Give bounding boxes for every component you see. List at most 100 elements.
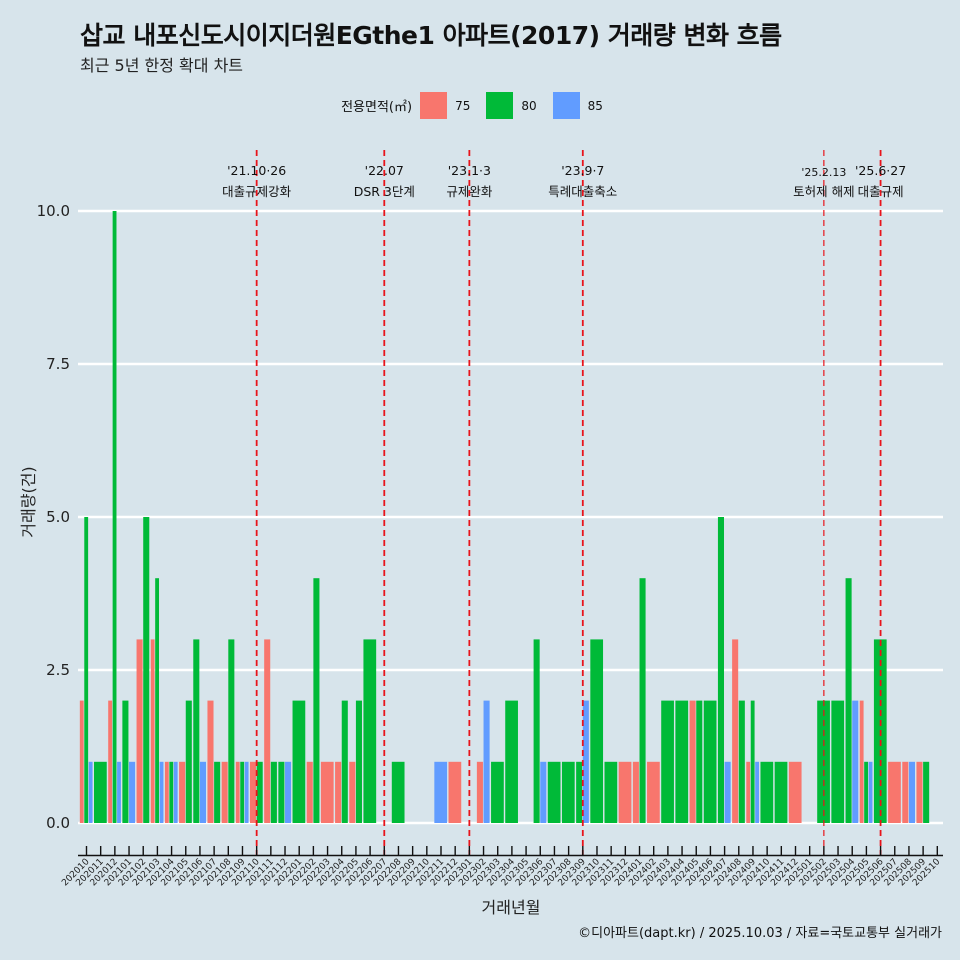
event-label: DSR 3단계: [354, 184, 415, 199]
bar-80-202404: [675, 700, 689, 823]
bar-80-202503: [831, 700, 845, 823]
event-label: 대출규제: [858, 184, 904, 199]
bar-85-202306: [540, 761, 547, 823]
bar-80-202406: [703, 700, 717, 823]
bar-75-202509: [916, 761, 923, 823]
bar-80-202411: [774, 761, 788, 823]
bar-80-202102: [143, 517, 150, 823]
bar-80-202509: [923, 761, 930, 823]
footer-credit: ©디아파트(dapt.kr) / 2025.10.03 / 자료=국토교통부 실…: [578, 926, 942, 941]
bar-85-202302: [483, 700, 490, 823]
bar-75-202203: [320, 761, 334, 823]
event-label: 대출규제강화: [222, 184, 292, 199]
bar-80-202407: [717, 517, 724, 823]
bar-80-202303: [491, 761, 504, 823]
bar-75-202202: [306, 761, 313, 823]
bar-85-202505: [868, 761, 873, 823]
bar-75-202107: [207, 700, 214, 823]
x-axis: 2020102020112020122021012021022021032021…: [60, 846, 943, 888]
bar-85-202101: [129, 761, 136, 823]
bar-80-202106: [193, 639, 200, 823]
bar-80-202309: [576, 761, 583, 823]
bar-75-202103: [150, 639, 155, 823]
bar-80-202304: [505, 700, 518, 823]
bar-80-202505: [864, 761, 869, 823]
bar-80-202111: [270, 761, 277, 823]
event-label: 토허제 해제: [793, 184, 854, 199]
bar-75-202010: [79, 700, 84, 823]
bar-85-202211: [434, 761, 448, 823]
bar-80-202112: [278, 761, 285, 823]
bar-85-202309: [582, 700, 589, 823]
bar-80-202206: [363, 639, 377, 823]
bar-85-202103: [159, 761, 164, 823]
event-label: 특례대출축소: [548, 184, 617, 199]
event-date-label: '23.1·3: [448, 163, 491, 178]
chart-title: 삽교 내포신도시이지더원EGthe1 아파트(2017) 거래량 변화 흐름: [80, 21, 782, 50]
bar-80-202204: [341, 700, 348, 823]
bar-85-202106: [199, 761, 207, 823]
bar-80-202306: [533, 639, 540, 823]
bar-85-202010: [88, 761, 93, 823]
y-tick-label: 5.0: [46, 508, 70, 526]
y-tick-label: 0.0: [46, 814, 70, 832]
bar-75-202204: [335, 761, 342, 823]
bar-75-202312: [618, 761, 632, 823]
bar-85-202409: [755, 761, 760, 823]
bar-75-202408: [732, 639, 739, 823]
bar-80-202410: [760, 761, 774, 823]
bar-80-202311: [604, 761, 618, 823]
bar-75-202401: [632, 761, 639, 823]
bar-85-202407: [724, 761, 731, 823]
legend-title: 전용면적(㎡): [341, 100, 413, 115]
bar-80-202310: [590, 639, 604, 823]
bar-75-202012: [108, 700, 113, 823]
bar-85-202504: [852, 700, 859, 823]
bar-80-202403: [661, 700, 674, 823]
y-tick-label: 2.5: [46, 661, 70, 679]
bar-75-202505: [859, 700, 864, 823]
event-lines: '21.10·26 대출규제강화 '22.07 DSR 3단계 '23.1·3 규제완화 '…: [222, 150, 906, 855]
bar-80-202101: [122, 700, 129, 823]
legend-key-80: [486, 92, 514, 119]
bar-80-202105: [185, 700, 192, 823]
x-axis-title: 거래년월: [482, 898, 541, 917]
bar-85-202012: [117, 761, 121, 823]
event-date-label: '23.9·7: [561, 163, 604, 178]
legend-label-80: 80: [521, 98, 537, 113]
event-date-label: '21.10·26: [227, 163, 286, 178]
legend-label-75: 75: [455, 98, 471, 113]
y-tick-label: 7.5: [46, 355, 70, 373]
bar-75-202111: [264, 639, 271, 823]
event-label: 규제완화: [446, 184, 493, 199]
bar-75-202402: [647, 761, 660, 823]
bar-80-202109: [240, 761, 245, 823]
bar-80-202401: [639, 578, 646, 823]
bar-85-202508: [908, 761, 916, 823]
legend-key-85: [552, 92, 580, 119]
legend-label-85: 85: [587, 98, 603, 113]
bar-75-202108: [221, 761, 228, 823]
bar-80-202110: [256, 761, 263, 823]
bars: [79, 211, 930, 823]
bar-80-202104: [169, 761, 174, 823]
event-date-label: '25.6·27: [855, 163, 906, 178]
bar-80-202202: [313, 578, 320, 823]
bar-75-202104: [164, 761, 169, 823]
bar-80-202103: [155, 578, 160, 823]
bar-75-202205: [349, 761, 356, 823]
bar-80-202504: [845, 578, 852, 823]
bar-80-202208: [391, 761, 405, 823]
y-tick-label: 10.0: [37, 202, 70, 220]
bar-75-202110: [249, 761, 257, 823]
bar-75-202212: [448, 761, 462, 823]
bar-75-202302: [476, 761, 483, 823]
bar-75-202508: [902, 761, 909, 823]
event-date-label: '22.07: [365, 163, 404, 178]
bar-85-202109: [244, 761, 249, 823]
y-axis-title: 거래량(건): [19, 466, 38, 537]
bar-75-202405: [689, 700, 696, 823]
bar-80-202201: [292, 700, 306, 823]
bar-75-202102: [136, 639, 143, 823]
